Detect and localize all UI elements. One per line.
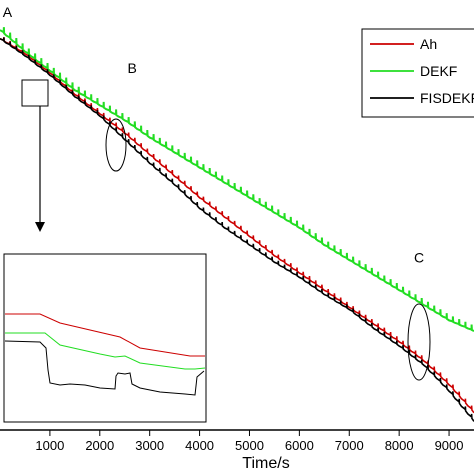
x-tick-label: 6000 [285, 438, 314, 453]
x-tick-label: 9000 [435, 438, 464, 453]
x-tick-label: 3000 [135, 438, 164, 453]
highlight-ellipse-c [407, 303, 431, 381]
x-tick-label: 5000 [235, 438, 264, 453]
x-tick-label: 7000 [335, 438, 364, 453]
series-line-fisdekf [0, 37, 474, 422]
x-axis-title: Time/s [242, 455, 289, 472]
inset-line-dekf [5, 332, 206, 370]
legend-label-fisdekf: FISDEKF [420, 90, 474, 106]
inset-zoom-panel [3, 253, 207, 423]
inset-line-ah [5, 313, 205, 357]
annotation-label-a: A [3, 4, 13, 20]
series-line-dekf [0, 27, 474, 332]
x-tick-label: 4000 [185, 438, 214, 453]
x-tick-label: 2000 [85, 438, 114, 453]
legend-label-ah: Ah [420, 36, 437, 52]
x-tick-label: 1000 [35, 438, 64, 453]
legend: Ah DEKF FISDEKF [361, 28, 474, 118]
zoom-region-box [21, 79, 49, 107]
annotation-label-c: C [414, 249, 424, 265]
highlight-ellipse-b [105, 118, 127, 172]
legend-box [361, 28, 474, 118]
x-tick-label: 8000 [385, 438, 414, 453]
annotation-label-b: B [128, 60, 137, 76]
legend-label-dekf: DEKF [420, 63, 457, 79]
zoom-arrow-head [35, 222, 45, 232]
inset-line-fisdekf [4, 340, 205, 396]
